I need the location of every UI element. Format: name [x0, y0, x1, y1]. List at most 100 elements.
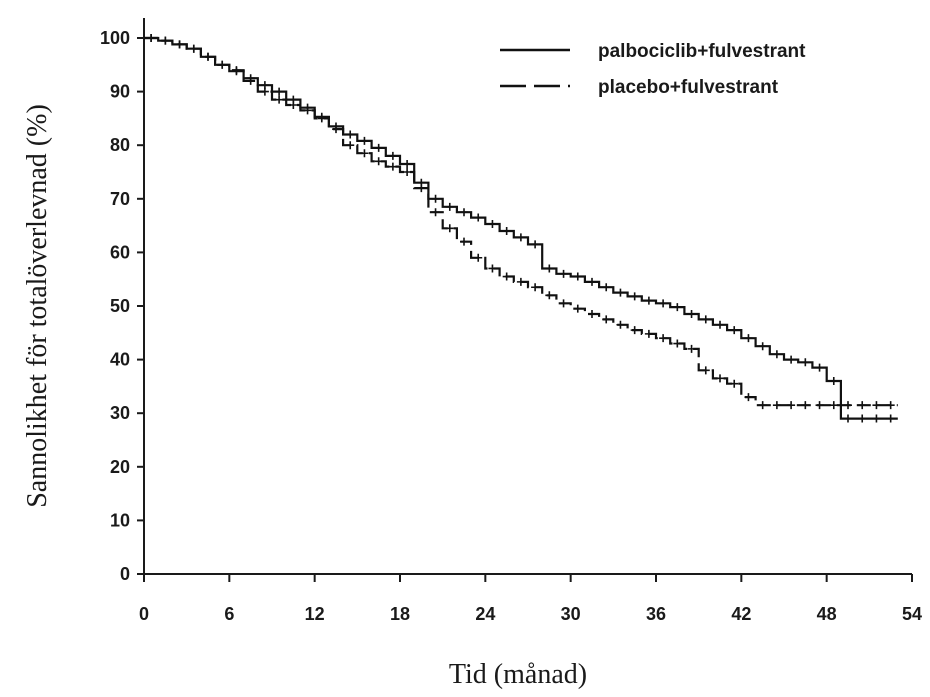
censor-mark-2 — [573, 304, 582, 313]
censor-mark-1 — [588, 277, 596, 286]
censor-mark-1 — [388, 151, 397, 160]
y-tick-label: 20 — [110, 457, 130, 477]
censor-mark-2 — [516, 277, 525, 286]
censor-mark-1 — [701, 315, 710, 324]
y-tick-label: 90 — [110, 82, 130, 102]
censor-mark-1 — [516, 233, 525, 242]
censor-mark-1 — [275, 87, 284, 96]
censor-mark-2 — [531, 283, 540, 292]
censor-mark-1 — [772, 350, 781, 359]
censor-mark-2 — [474, 253, 483, 262]
censor-mark-1 — [559, 269, 568, 278]
legend: palbociclib+fulvestrant placebo+fulvestra… — [500, 41, 806, 98]
censor-mark-1 — [502, 226, 511, 235]
censor-mark-2 — [772, 401, 781, 410]
y-tick-label: 70 — [110, 189, 130, 209]
censor-mark-1 — [630, 292, 639, 301]
censor-mark-2 — [701, 366, 710, 375]
censor-mark-1 — [829, 377, 838, 386]
censor-mark-1 — [687, 310, 696, 319]
censor-mark-1 — [346, 130, 355, 139]
censor-mark-1 — [573, 272, 582, 281]
censor-mark-1 — [716, 320, 724, 329]
censor-mark-2 — [559, 299, 568, 308]
censor-mark-1 — [886, 414, 895, 423]
y-tick-label: 30 — [110, 403, 130, 423]
censor-mark-1 — [815, 363, 824, 372]
censor-mark-1 — [488, 219, 497, 228]
censor-mark-2 — [260, 87, 269, 96]
series-layer — [144, 34, 898, 423]
censor-mark-2 — [659, 334, 668, 343]
censor-mark-2 — [815, 401, 824, 410]
censor-mark-1 — [730, 326, 739, 335]
censor-mark-1 — [659, 299, 668, 308]
censor-mark-2 — [431, 208, 440, 217]
x-tick-label: 0 — [139, 604, 149, 624]
axes-layer: 0 6 12 18 24 30 36 42 48 54 0 10 20 30 40 50 60 70 80 90 100 — [100, 18, 922, 624]
censor-mark-2 — [147, 34, 156, 42]
censor-mark-2 — [360, 149, 369, 158]
censor-mark-2 — [246, 76, 255, 85]
y-axis-title: Sannolikhet för totalöverlevnad (%) — [22, 104, 53, 508]
censor-mark-2 — [346, 141, 355, 150]
x-tick-label: 30 — [561, 604, 581, 624]
censor-mark-2 — [303, 106, 312, 115]
x-tick-label: 6 — [224, 604, 234, 624]
censor-mark-2 — [232, 66, 241, 75]
censor-mark-2 — [858, 401, 867, 410]
censor-mark-1 — [431, 194, 440, 203]
censor-mark-1 — [616, 288, 625, 297]
censor-mark-1 — [474, 213, 483, 222]
censor-mark-2 — [204, 52, 212, 61]
censor-mark-2 — [417, 184, 426, 193]
legend-label-1: palbociclib+fulvestrant — [598, 41, 806, 62]
x-tick-label: 48 — [817, 604, 837, 624]
censor-mark-2 — [630, 326, 639, 335]
censor-mark-2 — [616, 320, 625, 329]
censor-mark-2 — [161, 36, 170, 45]
censor-mark-2 — [545, 291, 554, 300]
censor-mark-1 — [460, 208, 468, 217]
series-line-2 — [144, 36, 898, 407]
censor-mark-2 — [872, 401, 881, 410]
censor-mark-1 — [787, 355, 796, 364]
censor-mark-2 — [317, 114, 326, 123]
censor-mark-2 — [886, 401, 895, 410]
y-tick-label: 60 — [110, 242, 130, 262]
y-tick-label: 100 — [100, 28, 130, 48]
censor-mark-2 — [460, 237, 468, 246]
censor-mark-1 — [758, 342, 767, 351]
censor-mark-1 — [858, 414, 867, 423]
censor-mark-2 — [787, 401, 796, 410]
censor-mark-2 — [175, 40, 184, 49]
x-tick-label: 18 — [390, 604, 410, 624]
x-tick-label: 24 — [475, 604, 495, 624]
censor-mark-2 — [332, 125, 340, 134]
censor-mark-2 — [374, 157, 383, 166]
censor-mark-1 — [545, 264, 554, 273]
censor-mark-1 — [360, 136, 369, 145]
censor-mark-2 — [403, 168, 412, 176]
x-tick-label: 36 — [646, 604, 666, 624]
censor-mark-2 — [716, 374, 724, 383]
censor-mark-1 — [644, 296, 653, 305]
x-tick-label: 54 — [902, 604, 922, 624]
censor-mark-2 — [644, 329, 653, 338]
censor-mark-1 — [801, 358, 810, 367]
censor-mark-1 — [602, 283, 611, 292]
censor-mark-2 — [744, 393, 753, 402]
x-tick-label: 12 — [305, 604, 325, 624]
censor-mark-1 — [673, 303, 682, 312]
censor-mark-2 — [687, 344, 696, 353]
censor-mark-2 — [602, 315, 611, 324]
y-tick-label: 40 — [110, 350, 130, 370]
censor-mark-2 — [673, 339, 682, 348]
censor-mark-2 — [275, 95, 284, 104]
censor-mark-1 — [374, 143, 383, 152]
y-tick-label: 10 — [110, 510, 130, 530]
legend-label-2: placebo+fulvestrant — [598, 77, 779, 98]
censor-mark-2 — [588, 310, 596, 319]
censor-mark-2 — [189, 44, 198, 53]
